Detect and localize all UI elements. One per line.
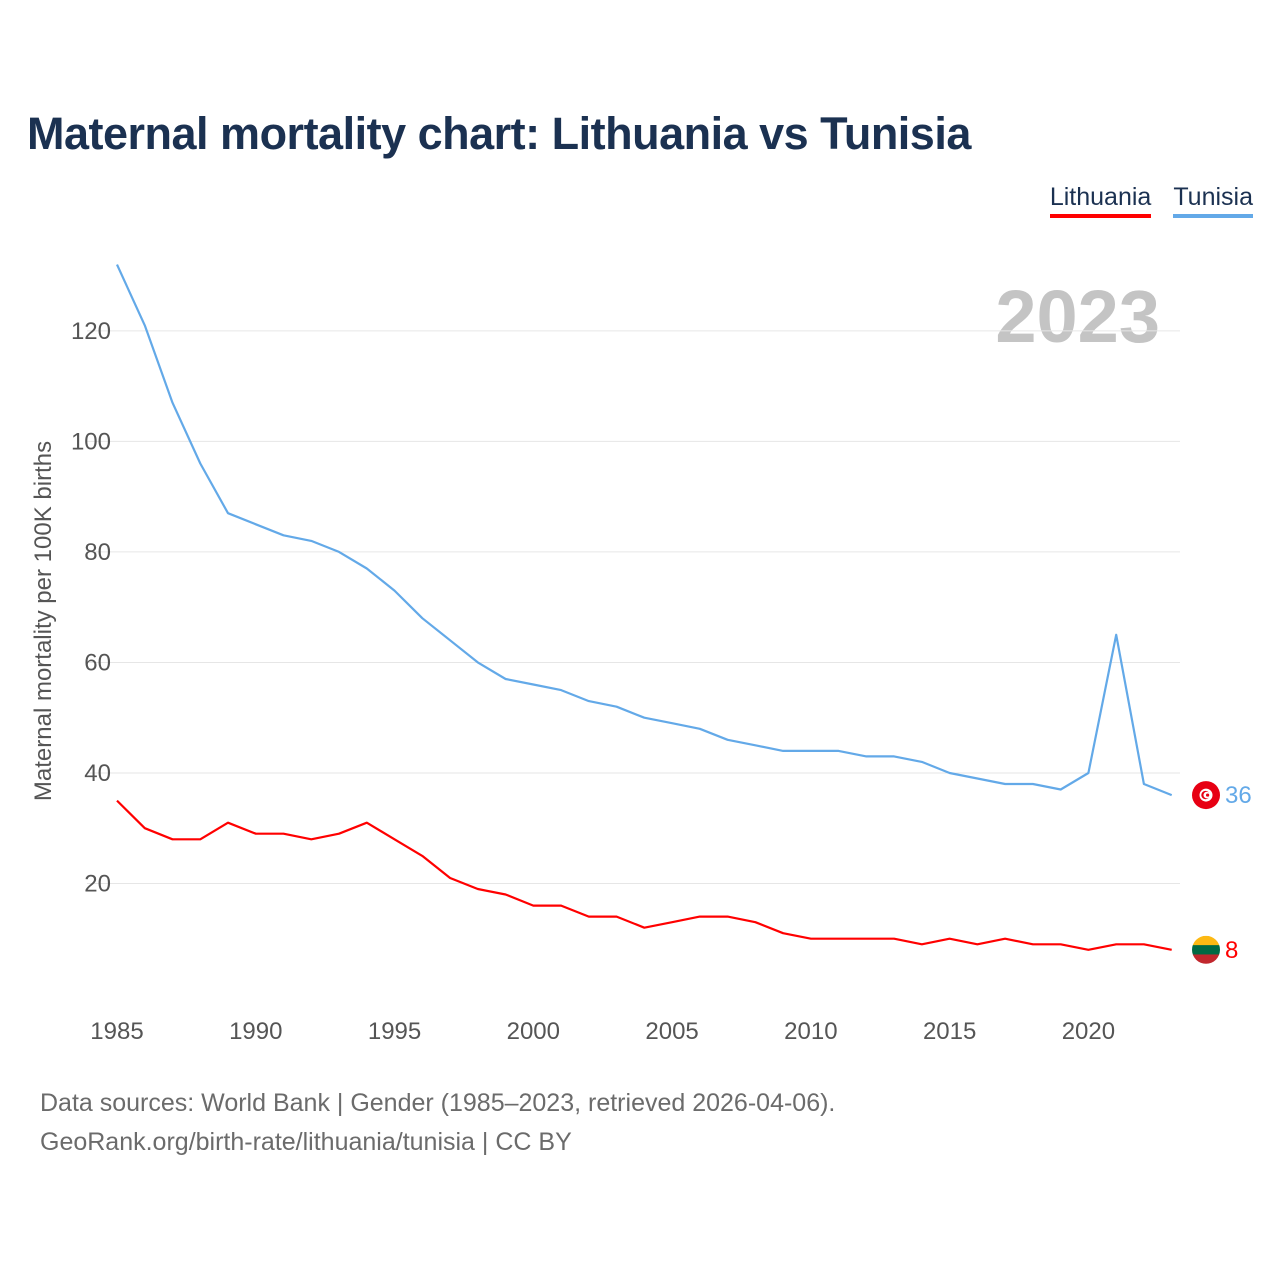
end-value-label-lithuania: 8 — [1225, 937, 1238, 964]
legend-item-lithuania[interactable]: Lithuania — [1049, 183, 1152, 218]
x-tick-label: 1990 — [229, 1018, 282, 1045]
data-source-note: Data sources: World Bank | Gender (1985–… — [40, 1089, 836, 1117]
x-tick-label: 2020 — [1062, 1018, 1115, 1045]
lithuania-flag-stripe — [1192, 954, 1220, 964]
end-value-label-tunisia: 36 — [1225, 782, 1252, 809]
tunisia-flag-star — [1206, 793, 1210, 797]
series-line-tunisia — [115, 264, 1173, 797]
y-tick-label: 120 — [71, 318, 111, 345]
y-tick-label: 100 — [71, 428, 111, 455]
chart-title: Maternal mortality chart: Lithuania vs T… — [27, 108, 971, 159]
year-label: 2023 — [995, 275, 1160, 358]
x-tick-label: 2000 — [507, 1018, 560, 1045]
lithuania-flag-stripe — [1192, 945, 1220, 955]
y-tick-label: 40 — [84, 760, 111, 787]
x-tick-label: 2015 — [923, 1018, 976, 1045]
footer: Data sources: World Bank | Gender (1985–… — [40, 1084, 835, 1162]
y-tick-label: 60 — [84, 649, 111, 676]
x-tick-label: 1985 — [90, 1018, 143, 1045]
x-tick-label: 1995 — [368, 1018, 421, 1045]
y-tick-label: 80 — [84, 539, 111, 566]
lithuania-flag-icon — [1192, 935, 1220, 964]
y-axis-title: Maternal mortality per 100K births — [30, 441, 57, 801]
x-tick-label: 2010 — [784, 1018, 837, 1045]
legend: Lithuania Tunisia — [1049, 183, 1253, 218]
y-tick-label: 20 — [84, 870, 111, 897]
lithuania-flag-stripe — [1192, 935, 1220, 946]
series-line-lithuania — [116, 799, 1172, 951]
line-chart: 2023 20 40 60 80 100 120 1985 1990 1995 2000 2005 20… — [30, 264, 1252, 1045]
legend-item-tunisia[interactable]: Tunisia — [1173, 183, 1253, 218]
source-link: GeoRank.org/birth-rate/lithuania/tunisia… — [40, 1128, 572, 1156]
x-tick-label: 2005 — [645, 1018, 698, 1045]
